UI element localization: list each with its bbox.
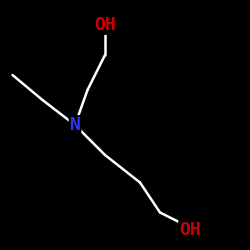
Text: N: N bbox=[70, 116, 80, 134]
Text: OH: OH bbox=[94, 16, 116, 34]
Text: OH: OH bbox=[179, 221, 201, 239]
